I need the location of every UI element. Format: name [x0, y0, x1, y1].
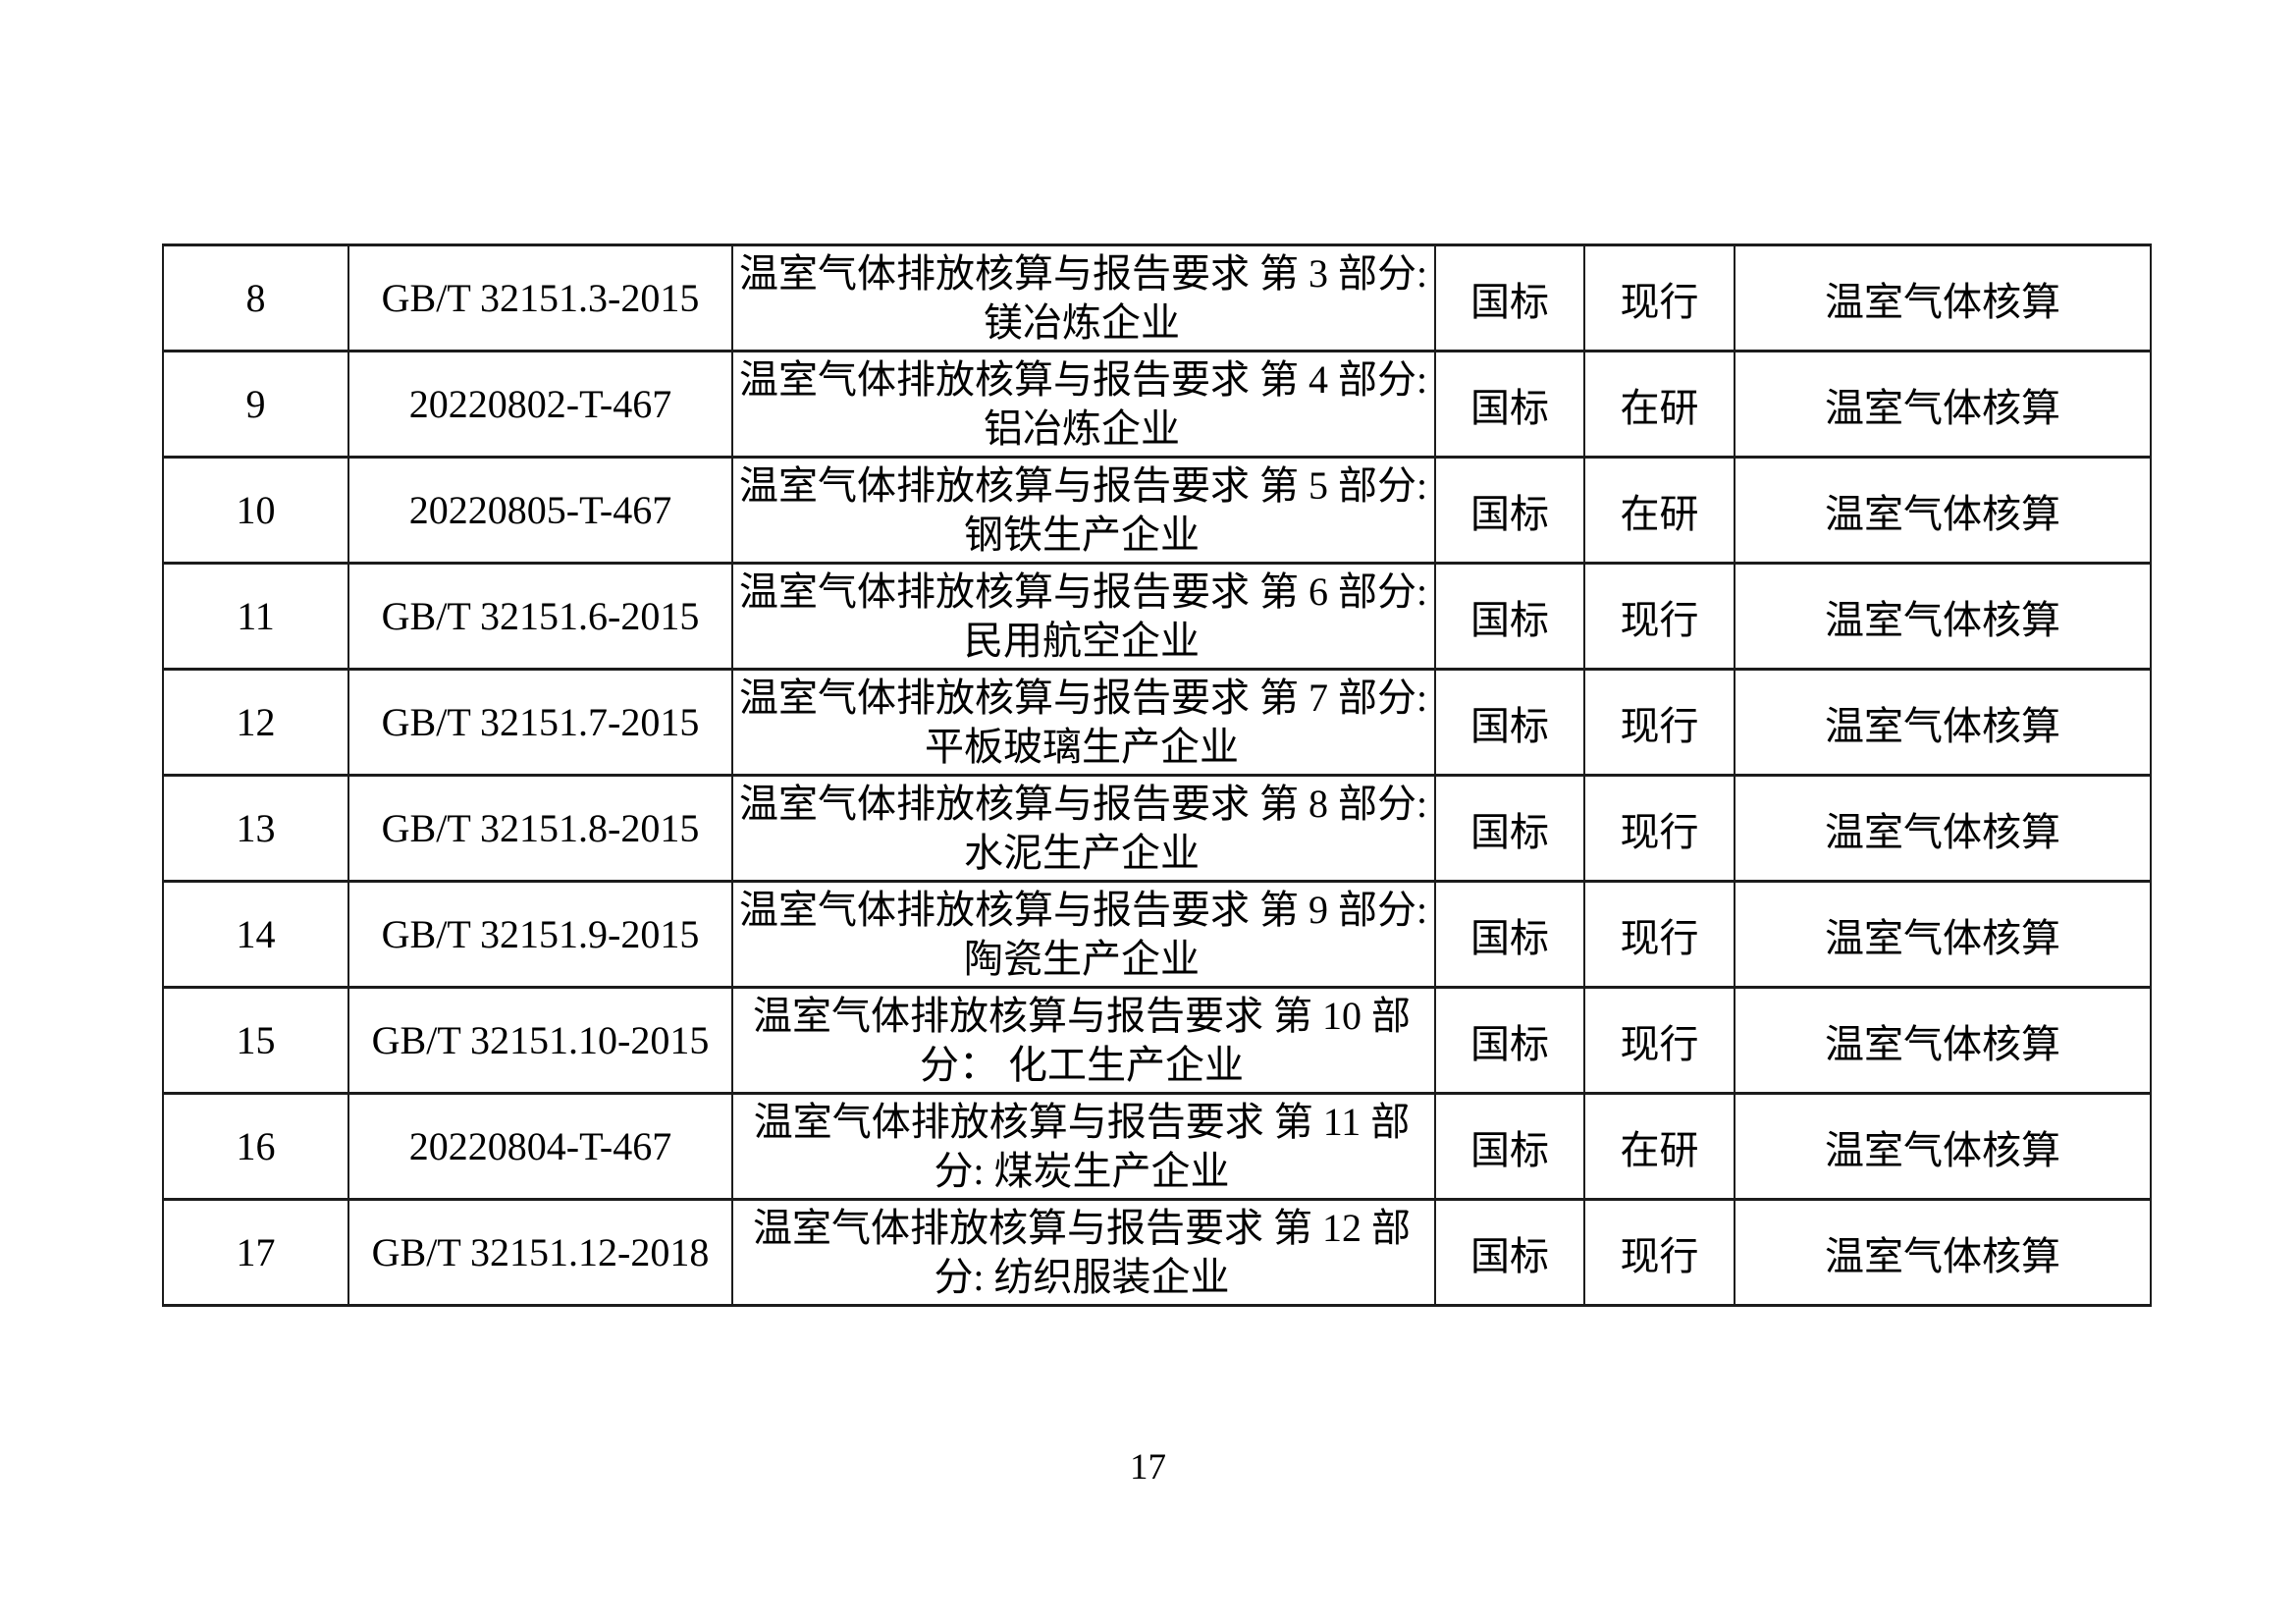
table-row: 8 GB/T 32151.3-2015 温室气体排放核算与报告要求 第 3 部分… — [162, 244, 2152, 352]
row-number-cell: 14 — [162, 880, 349, 989]
standard-code-cell: GB/T 32151.12-2018 — [347, 1198, 733, 1307]
standard-level-cell: 国标 — [1434, 1198, 1585, 1307]
standard-level-cell: 国标 — [1434, 1092, 1585, 1201]
table-row: 17 GB/T 32151.12-2018 温室气体排放核算与报告要求 第 12… — [162, 1198, 2152, 1307]
category-cell: 温室气体核算 — [1734, 880, 2152, 989]
category-cell: 温室气体核算 — [1734, 774, 2152, 883]
standards-table: 8 GB/T 32151.3-2015 温室气体排放核算与报告要求 第 3 部分… — [162, 244, 2152, 1307]
table-row: 15 GB/T 32151.10-2015 温室气体排放核算与报告要求 第 10… — [162, 986, 2152, 1095]
standard-code-cell: GB/T 32151.8-2015 — [347, 774, 733, 883]
standard-title-line: 温室气体排放核算与报告要求 第 11 部 — [753, 1099, 1411, 1144]
standard-code-cell: GB/T 32151.6-2015 — [347, 562, 733, 671]
standard-title-line: 温室气体排放核算与报告要求 第 10 部 — [753, 993, 1411, 1038]
standard-title-line: 分： 化工生产企业 — [920, 1042, 1244, 1087]
row-number-cell: 15 — [162, 986, 349, 1095]
standard-title-line: 温室气体排放核算与报告要求 第 12 部 — [753, 1205, 1411, 1250]
standard-title-line: 分: 纺织服装企业 — [934, 1254, 1230, 1299]
row-number-cell: 16 — [162, 1092, 349, 1201]
standard-title-cell: 温室气体排放核算与报告要求 第 6 部分: 民用航空企业 — [731, 562, 1436, 671]
table-row: 12 GB/T 32151.7-2015 温室气体排放核算与报告要求 第 7 部… — [162, 668, 2152, 777]
standard-code-cell: GB/T 32151.7-2015 — [347, 668, 733, 777]
status-cell: 在研 — [1583, 1092, 1735, 1201]
category-cell: 温室气体核算 — [1734, 244, 2152, 352]
row-number-cell: 9 — [162, 350, 349, 459]
category-cell: 温室气体核算 — [1734, 562, 2152, 671]
status-cell: 现行 — [1583, 986, 1735, 1095]
category-cell: 温室气体核算 — [1734, 1198, 2152, 1307]
table-row: 9 20220802-T-467 温室气体排放核算与报告要求 第 4 部分: 铝… — [162, 350, 2152, 459]
standard-code-cell: 20220805-T-467 — [347, 456, 733, 565]
row-number-cell: 13 — [162, 774, 349, 883]
standard-title-cell: 温室气体排放核算与报告要求 第 7 部分: 平板玻璃生产企业 — [731, 668, 1436, 777]
standard-code-cell: GB/T 32151.10-2015 — [347, 986, 733, 1095]
standard-level-cell: 国标 — [1434, 562, 1585, 671]
standard-level-cell: 国标 — [1434, 774, 1585, 883]
standard-title-line: 镁冶炼企业 — [984, 299, 1180, 345]
standard-title-cell: 温室气体排放核算与报告要求 第 11 部 分: 煤炭生产企业 — [731, 1092, 1436, 1201]
status-cell: 现行 — [1583, 1198, 1735, 1307]
standard-title-line: 温室气体排放核算与报告要求 第 5 部分: — [739, 462, 1428, 508]
row-number-cell: 10 — [162, 456, 349, 565]
category-cell: 温室气体核算 — [1734, 668, 2152, 777]
row-number-cell: 12 — [162, 668, 349, 777]
standard-title-line: 铝冶炼企业 — [984, 406, 1180, 451]
status-cell: 现行 — [1583, 774, 1735, 883]
standard-title-line: 陶瓷生产企业 — [964, 936, 1200, 981]
row-number-cell: 8 — [162, 244, 349, 352]
status-cell: 现行 — [1583, 668, 1735, 777]
page-number: 17 — [1130, 1447, 1166, 1488]
status-cell: 在研 — [1583, 350, 1735, 459]
standard-title-line: 平板玻璃生产企业 — [925, 724, 1239, 769]
standard-level-cell: 国标 — [1434, 350, 1585, 459]
table-row: 14 GB/T 32151.9-2015 温室气体排放核算与报告要求 第 9 部… — [162, 880, 2152, 989]
status-cell: 现行 — [1583, 880, 1735, 989]
standard-level-cell: 国标 — [1434, 986, 1585, 1095]
standard-title-line: 温室气体排放核算与报告要求 第 8 部分: — [739, 781, 1428, 826]
standard-code-cell: GB/T 32151.3-2015 — [347, 244, 733, 352]
table-row: 10 20220805-T-467 温室气体排放核算与报告要求 第 5 部分: … — [162, 456, 2152, 565]
standard-title-line: 分: 煤炭生产企业 — [934, 1148, 1230, 1193]
standard-level-cell: 国标 — [1434, 456, 1585, 565]
table-row: 11 GB/T 32151.6-2015 温室气体排放核算与报告要求 第 6 部… — [162, 562, 2152, 671]
standard-code-cell: GB/T 32151.9-2015 — [347, 880, 733, 989]
table-row: 16 20220804-T-467 温室气体排放核算与报告要求 第 11 部 分… — [162, 1092, 2152, 1201]
standard-title-cell: 温室气体排放核算与报告要求 第 4 部分: 铝冶炼企业 — [731, 350, 1436, 459]
standard-title-cell: 温室气体排放核算与报告要求 第 5 部分: 钢铁生产企业 — [731, 456, 1436, 565]
category-cell: 温室气体核算 — [1734, 456, 2152, 565]
standard-title-line: 钢铁生产企业 — [964, 512, 1200, 557]
standard-code-cell: 20220802-T-467 — [347, 350, 733, 459]
standard-title-cell: 温室气体排放核算与报告要求 第 8 部分: 水泥生产企业 — [731, 774, 1436, 883]
status-cell: 现行 — [1583, 244, 1735, 352]
standard-title-cell: 温室气体排放核算与报告要求 第 12 部 分: 纺织服装企业 — [731, 1198, 1436, 1307]
table-row: 13 GB/T 32151.8-2015 温室气体排放核算与报告要求 第 8 部… — [162, 774, 2152, 883]
row-number-cell: 17 — [162, 1198, 349, 1307]
standard-code-cell: 20220804-T-467 — [347, 1092, 733, 1201]
standard-title-cell: 温室气体排放核算与报告要求 第 10 部 分： 化工生产企业 — [731, 986, 1436, 1095]
standard-title-line: 温室气体排放核算与报告要求 第 7 部分: — [739, 675, 1428, 720]
standard-title-line: 温室气体排放核算与报告要求 第 4 部分: — [739, 356, 1428, 402]
standard-level-cell: 国标 — [1434, 668, 1585, 777]
standard-title-cell: 温室气体排放核算与报告要求 第 3 部分: 镁冶炼企业 — [731, 244, 1436, 352]
category-cell: 温室气体核算 — [1734, 350, 2152, 459]
standard-level-cell: 国标 — [1434, 244, 1585, 352]
standard-title-line: 水泥生产企业 — [964, 830, 1200, 875]
category-cell: 温室气体核算 — [1734, 986, 2152, 1095]
row-number-cell: 11 — [162, 562, 349, 671]
standard-title-line: 温室气体排放核算与报告要求 第 9 部分: — [739, 887, 1428, 932]
standard-title-line: 温室气体排放核算与报告要求 第 6 部分: — [739, 568, 1428, 614]
standard-title-line: 民用航空企业 — [964, 618, 1200, 663]
standard-title-cell: 温室气体排放核算与报告要求 第 9 部分: 陶瓷生产企业 — [731, 880, 1436, 989]
status-cell: 在研 — [1583, 456, 1735, 565]
standard-level-cell: 国标 — [1434, 880, 1585, 989]
standard-title-line: 温室气体排放核算与报告要求 第 3 部分: — [739, 250, 1428, 296]
category-cell: 温室气体核算 — [1734, 1092, 2152, 1201]
status-cell: 现行 — [1583, 562, 1735, 671]
